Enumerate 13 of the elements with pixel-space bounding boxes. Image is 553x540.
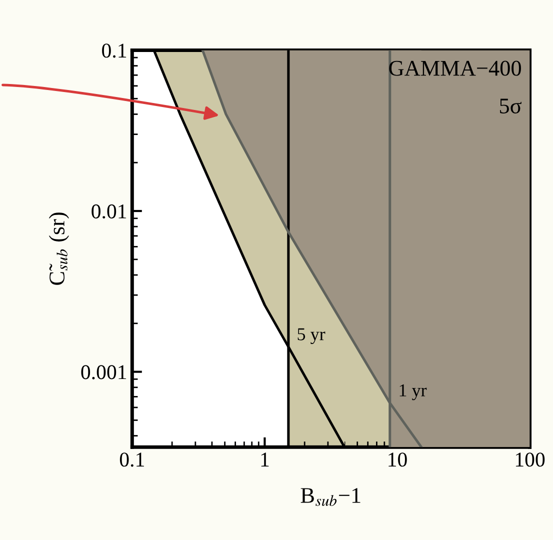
- x-tick-label: 1: [261, 452, 269, 466]
- y-axis-title: C̃$_{sub}$ (sr): [48, 212, 70, 285]
- annotation: GAMMA−400: [389, 60, 521, 76]
- y-tick-label: 0.001: [81, 365, 126, 380]
- x-tick-label: 10: [388, 452, 407, 467]
- y-tick-label: 0.1: [102, 44, 126, 58]
- annotation: 5 yr: [298, 328, 326, 344]
- x-axis-title: B$_{sub}$−1: [300, 488, 360, 506]
- annotation: 5σ: [500, 98, 522, 114]
- y-tick-label: 0.01: [92, 204, 126, 219]
- annotation: 1 yr: [400, 384, 427, 400]
- x-tick-label: 100: [516, 452, 545, 467]
- x-tick-label: 0.1: [120, 452, 144, 467]
